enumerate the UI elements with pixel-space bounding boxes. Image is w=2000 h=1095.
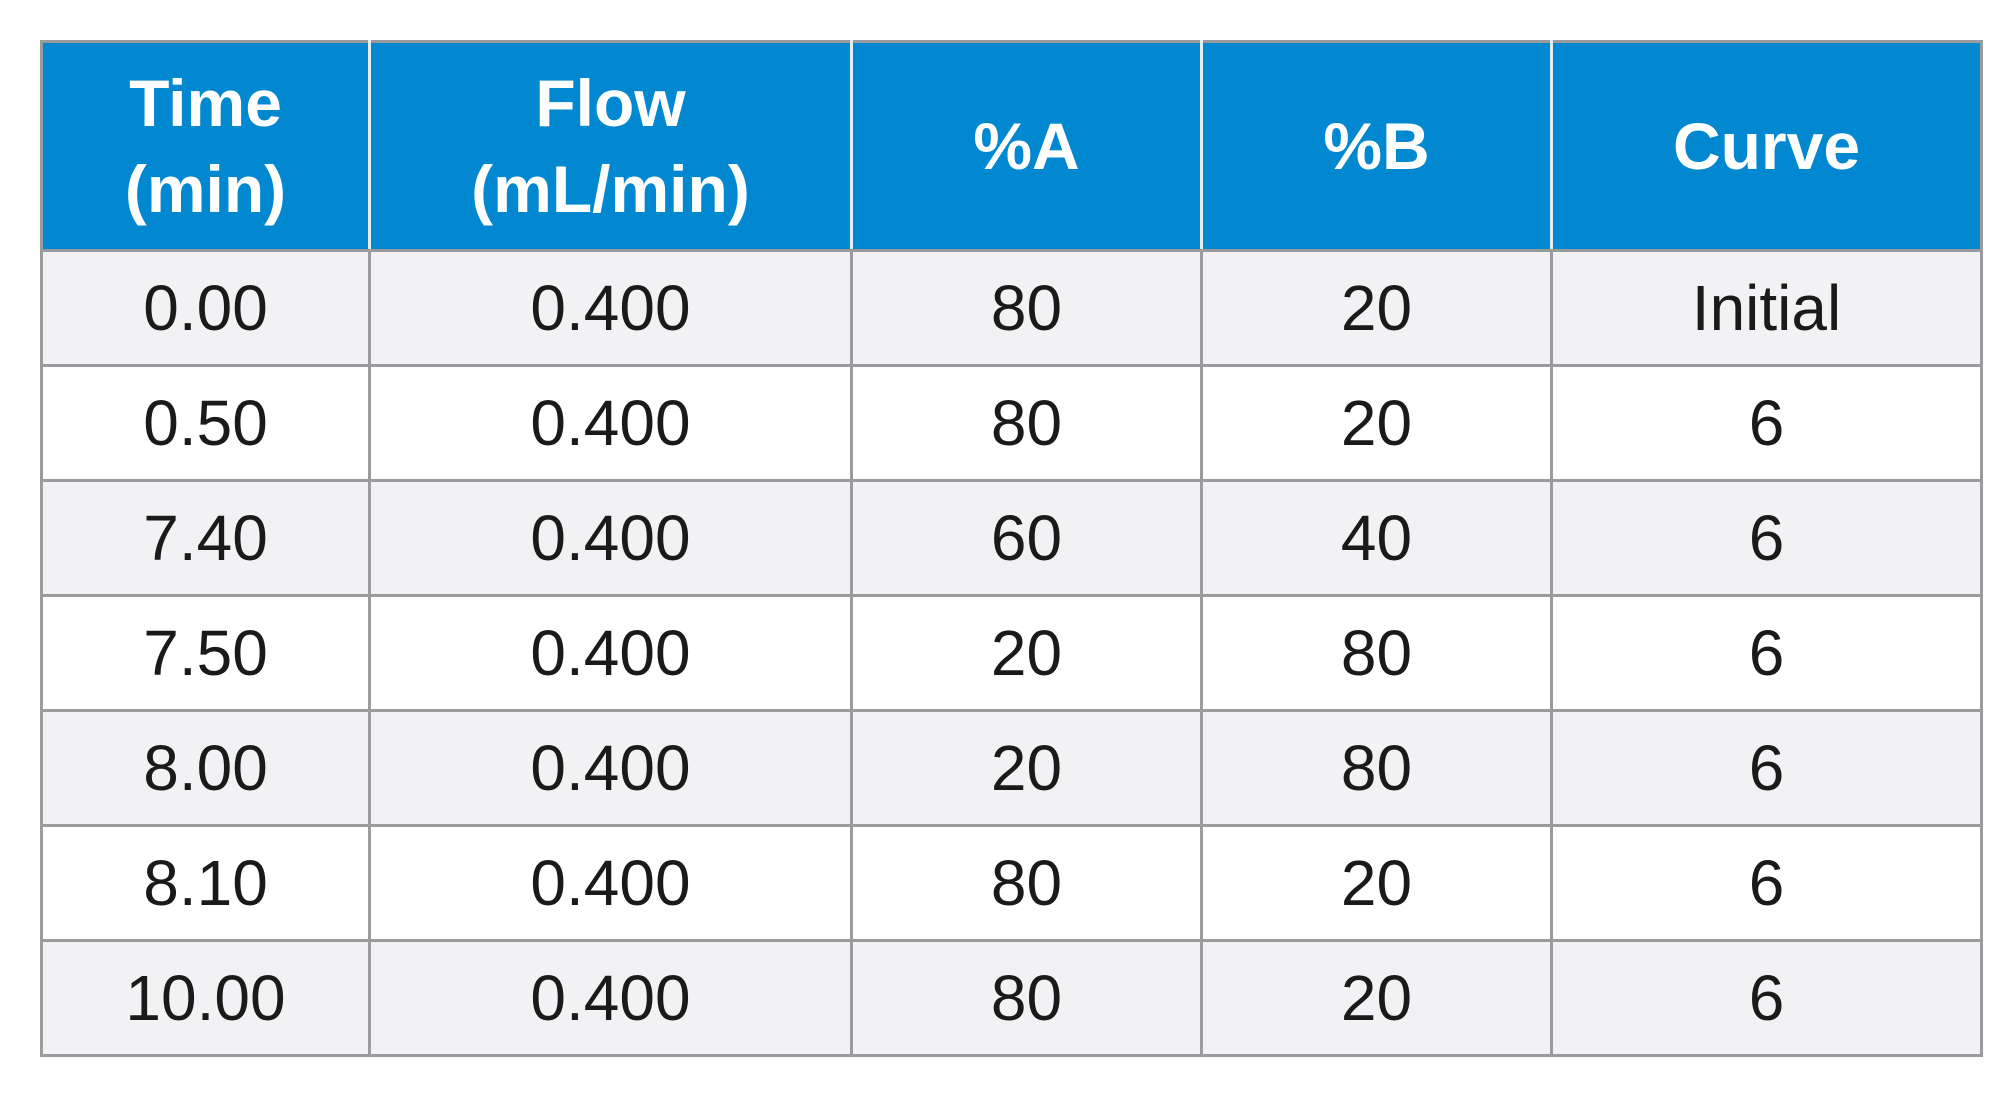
table-row: 8.00 0.400 20 80 6 bbox=[40, 709, 1983, 827]
header-percent-b: %B bbox=[1200, 41, 1553, 252]
table-row: 8.10 0.400 80 20 6 bbox=[40, 824, 1983, 942]
cell-time: 0.00 bbox=[40, 249, 371, 367]
cell-flow: 0.400 bbox=[368, 709, 853, 827]
cell-curve: 6 bbox=[1550, 939, 1983, 1057]
cell-percent-a: 80 bbox=[850, 824, 1203, 942]
table-row: 0.50 0.400 80 20 6 bbox=[40, 364, 1983, 482]
cell-curve: 6 bbox=[1550, 824, 1983, 942]
table-row: 7.50 0.400 20 80 6 bbox=[40, 594, 1983, 712]
cell-time: 0.50 bbox=[40, 364, 371, 482]
cell-curve: Initial bbox=[1550, 249, 1983, 367]
gradient-table-container: Time (min) Flow (mL/min) %A %B Curve bbox=[40, 40, 1983, 1057]
cell-percent-b: 80 bbox=[1200, 709, 1553, 827]
header-percent-a: %A bbox=[850, 41, 1203, 252]
cell-flow: 0.400 bbox=[368, 479, 853, 597]
cell-percent-b: 20 bbox=[1200, 249, 1553, 367]
cell-flow: 0.400 bbox=[368, 249, 853, 367]
cell-percent-b: 20 bbox=[1200, 939, 1553, 1057]
cell-percent-a: 60 bbox=[850, 479, 1203, 597]
header-curve-label: Curve bbox=[1672, 109, 1861, 183]
header-time-unit: (min) bbox=[124, 152, 287, 226]
cell-flow: 0.400 bbox=[368, 824, 853, 942]
cell-flow: 0.400 bbox=[368, 364, 853, 482]
cell-percent-a: 20 bbox=[850, 709, 1203, 827]
header-time-label: Time bbox=[129, 66, 282, 140]
cell-curve: 6 bbox=[1550, 479, 1983, 597]
cell-percent-b: 20 bbox=[1200, 824, 1553, 942]
cell-percent-a: 80 bbox=[850, 364, 1203, 482]
cell-percent-b: 20 bbox=[1200, 364, 1553, 482]
cell-time: 8.00 bbox=[40, 709, 371, 827]
cell-percent-a: 80 bbox=[850, 939, 1203, 1057]
cell-time: 8.10 bbox=[40, 824, 371, 942]
cell-flow: 0.400 bbox=[368, 939, 853, 1057]
header-flow: Flow (mL/min) bbox=[368, 41, 853, 252]
cell-percent-b: 80 bbox=[1200, 594, 1553, 712]
cell-curve: 6 bbox=[1550, 709, 1983, 827]
header-row: Time (min) Flow (mL/min) %A %B Curve bbox=[41, 41, 1982, 252]
cell-percent-b: 40 bbox=[1200, 479, 1553, 597]
header-curve: Curve bbox=[1550, 41, 1982, 252]
header-flow-label: Flow bbox=[535, 66, 686, 140]
header-percent-b-label: %B bbox=[1323, 109, 1430, 183]
cell-curve: 6 bbox=[1550, 364, 1983, 482]
cell-flow: 0.400 bbox=[368, 594, 853, 712]
cell-percent-a: 20 bbox=[850, 594, 1203, 712]
table-body: 0.00 0.400 80 20 Initial 0.50 0.400 80 2… bbox=[40, 249, 1983, 1057]
cell-time: 10.00 bbox=[40, 939, 371, 1057]
table-row: 0.00 0.400 80 20 Initial bbox=[40, 249, 1983, 367]
cell-time: 7.50 bbox=[40, 594, 371, 712]
header-flow-unit: (mL/min) bbox=[471, 152, 750, 226]
cell-time: 7.40 bbox=[40, 479, 371, 597]
cell-percent-a: 80 bbox=[850, 249, 1203, 367]
header-percent-a-label: %A bbox=[973, 109, 1080, 183]
table-row: 7.40 0.400 60 40 6 bbox=[40, 479, 1983, 597]
cell-curve: 6 bbox=[1550, 594, 1983, 712]
gradient-table: Time (min) Flow (mL/min) %A %B Curve bbox=[40, 40, 1983, 1057]
header-time: Time (min) bbox=[41, 41, 371, 252]
table-header: Time (min) Flow (mL/min) %A %B Curve bbox=[41, 41, 1982, 252]
table-row: 10.00 0.400 80 20 6 bbox=[40, 939, 1983, 1057]
